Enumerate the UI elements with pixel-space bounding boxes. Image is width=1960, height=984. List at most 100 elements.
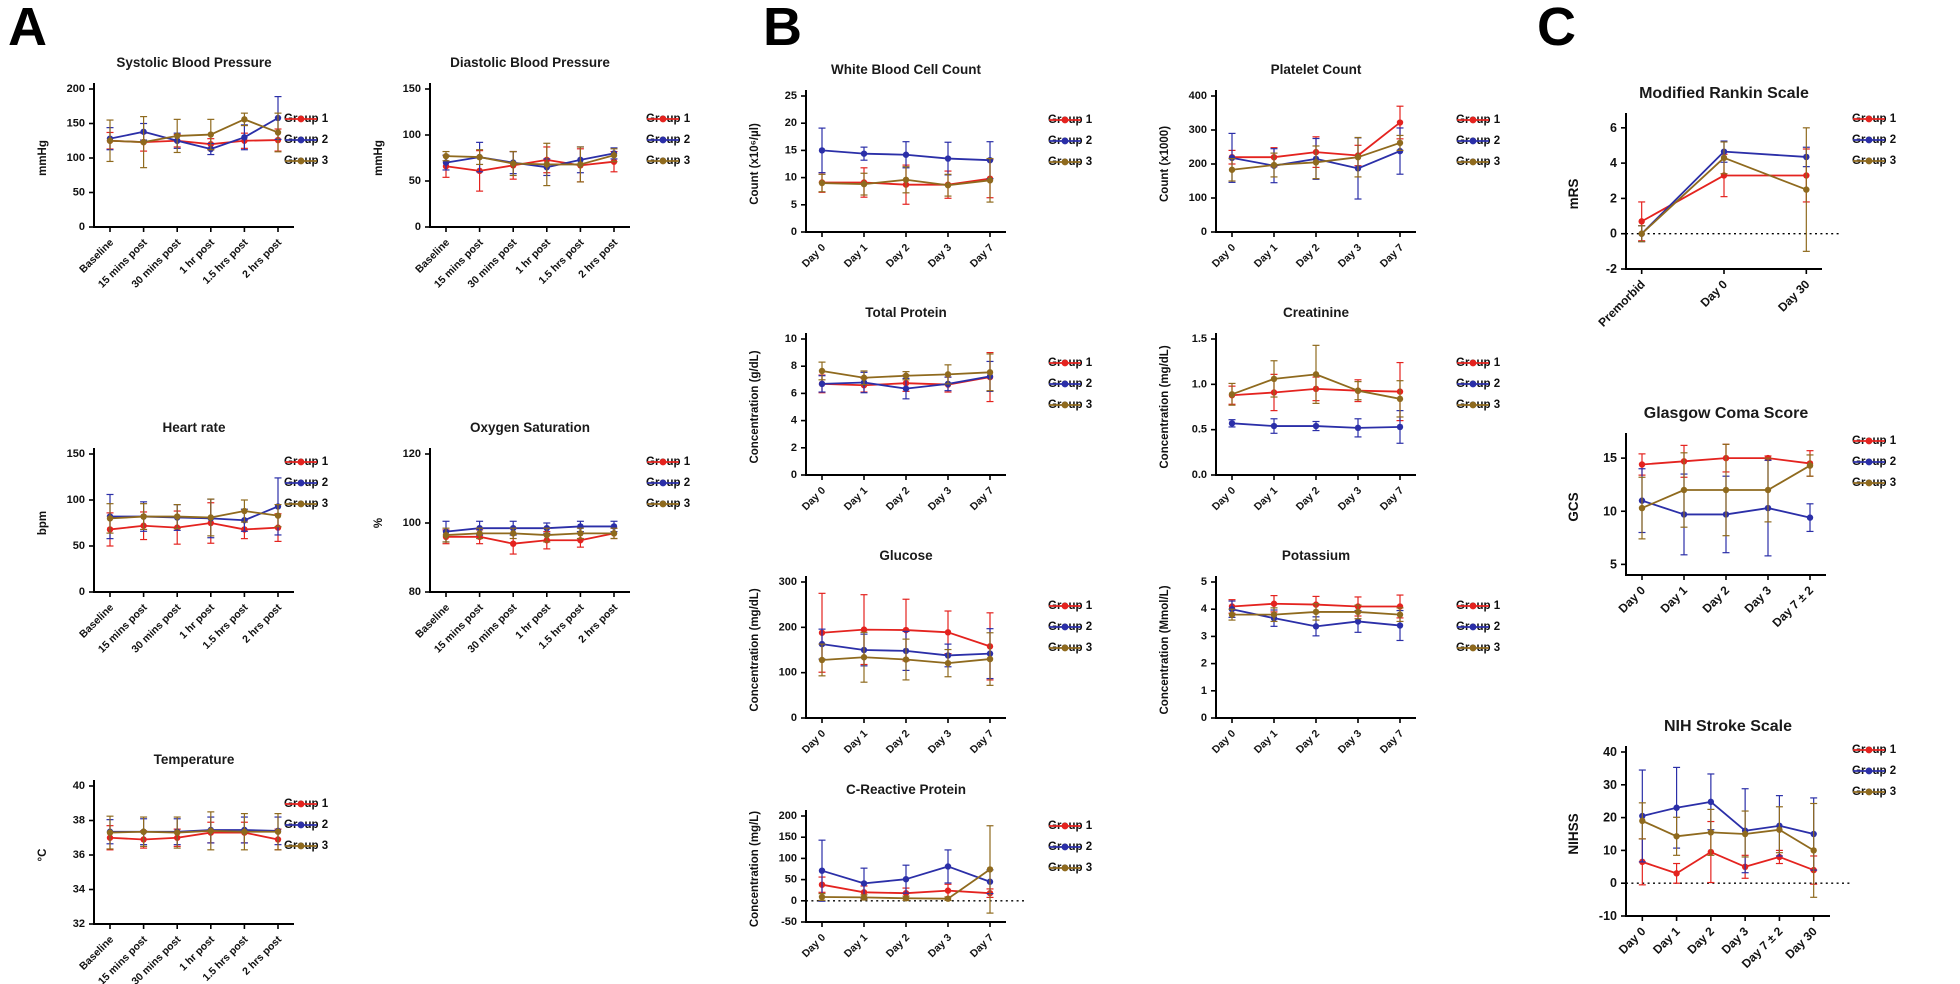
- chart-plot: 0 100 200 300 400 Count (x1000) Day 0 Day 1 Day …: [1159, 90, 1416, 270]
- series-group-2: [106, 95, 282, 156]
- y-tick-label: 120: [403, 448, 421, 460]
- y-tick-label: 200: [1189, 158, 1207, 170]
- y-tick-label: 1.5: [1192, 333, 1207, 345]
- x-tick-label: Day 0: [1210, 242, 1238, 270]
- y-tick-label: 0: [1201, 226, 1207, 238]
- series-group-3: [106, 498, 282, 537]
- chart-plot: -50 0 50 100 150 200 Concentration (mg/L) Day 0…: [749, 810, 1026, 960]
- y-tick-label: 2: [1610, 191, 1617, 205]
- legend-marker-icon: [1049, 116, 1081, 124]
- y-tick-label: 100: [67, 152, 85, 164]
- legend-item-group-3: Group 3: [646, 498, 690, 510]
- y-tick-label: 4: [1201, 603, 1208, 615]
- x-tick-label: Day 2: [884, 242, 912, 270]
- series-group-3: [442, 142, 618, 187]
- y-tick-label: 50: [73, 540, 85, 552]
- legend-marker-icon: [1049, 644, 1081, 652]
- legend-item-group-1: Group 1: [1048, 114, 1092, 126]
- legend-marker-icon: [1457, 137, 1489, 145]
- legend-item-group-3: Group 3: [1456, 399, 1500, 411]
- legend-marker-icon: [1853, 437, 1885, 445]
- y-axis-label: Count (x1000): [1159, 126, 1171, 202]
- x-tick-label: Day 0: [800, 932, 828, 960]
- legend-marker-icon: [285, 500, 317, 508]
- series-group-2: [1228, 410, 1404, 444]
- series-group-1: [106, 128, 282, 152]
- series-group-3: [818, 825, 994, 914]
- y-tick-label: 25: [785, 90, 797, 102]
- legend-marker-icon: [1853, 136, 1885, 144]
- legend-marker-icon: [1853, 157, 1885, 165]
- legend-marker-icon: [1049, 137, 1081, 145]
- legend-item-group-2: Group 2: [1048, 841, 1092, 853]
- legend-item-group-3: Group 3: [1048, 642, 1092, 654]
- x-tick-label: Day 1: [1252, 242, 1280, 270]
- legend-item-group-3: Group 3: [1852, 477, 1896, 489]
- x-tick-label: Day 30: [1775, 277, 1812, 314]
- y-tick-label: 100: [779, 852, 797, 864]
- legend-item-group-3: Group 3: [1048, 156, 1092, 168]
- x-tick-label: Day 0: [800, 485, 828, 513]
- y-axis-label: Concentration (Mmol/L): [1159, 585, 1171, 714]
- y-tick-label: 100: [1189, 192, 1207, 204]
- y-tick-label: 4: [791, 415, 798, 427]
- x-tick-label: Day 1: [1252, 485, 1280, 513]
- series-group-1: [106, 821, 282, 851]
- x-tick-label: Day 2: [1294, 242, 1322, 270]
- y-axis-label: Count (x10⁶/µl): [749, 123, 761, 205]
- y-axis-label: °C: [37, 849, 49, 862]
- legend-item-group-2: Group 2: [1456, 378, 1500, 390]
- y-tick-label: 1: [1201, 685, 1207, 697]
- chart-title: Platelet Count: [1270, 62, 1362, 77]
- y-tick-label: 50: [785, 874, 797, 886]
- y-tick-label: 0: [1201, 712, 1207, 724]
- legend-item-group-3: Group 3: [1852, 155, 1896, 167]
- legend-item-group-3: Group 3: [1456, 642, 1500, 654]
- chart-title: Glasgow Coma Score: [1643, 405, 1809, 422]
- y-tick-label: 5: [1610, 557, 1617, 571]
- legend-item-group-1: Group 1: [1852, 113, 1896, 125]
- y-tick-label: -2: [1606, 262, 1617, 276]
- legend-marker-icon: [1049, 843, 1081, 851]
- legend-item-group-2: Group 2: [1048, 378, 1092, 390]
- y-tick-label: 30: [1603, 778, 1617, 792]
- x-tick-label: Day 1: [842, 728, 870, 756]
- y-axis-label: Concentration (g/dL): [749, 350, 761, 463]
- x-tick-label: Day 3: [926, 728, 954, 756]
- series-group-3: [818, 631, 994, 686]
- legend-marker-icon: [1853, 479, 1885, 487]
- y-tick-label: 0: [1610, 876, 1617, 890]
- legend-item-group-1: Group 1: [1048, 357, 1092, 369]
- y-tick-label: 38: [73, 815, 85, 827]
- chart-legend: Group 1 Group 2 Group 3: [1048, 600, 1092, 663]
- series-group-3: [818, 353, 994, 392]
- legend-marker-icon: [1049, 822, 1081, 830]
- y-axis-label: Concentration (mg/dL): [749, 588, 761, 711]
- chart-legend: Group 1 Group 2 Group 3: [646, 456, 690, 519]
- x-tick-label: Day 1: [842, 485, 870, 513]
- legend-item-group-1: Group 1: [1852, 744, 1896, 756]
- legend-marker-icon: [647, 115, 679, 123]
- y-tick-label: 32: [73, 918, 85, 930]
- y-axis-label: GCS: [1566, 492, 1581, 521]
- legend-marker-icon: [647, 458, 679, 466]
- legend-marker-icon: [647, 136, 679, 144]
- chart-plot: 0.0 0.5 1.0 1.5 Concentration (mg/dL) Day 0 Da…: [1159, 333, 1416, 513]
- y-tick-label: 34: [73, 884, 86, 896]
- y-tick-label: 200: [67, 83, 85, 95]
- series-group-3: [1638, 802, 1818, 898]
- legend-item-group-2: Group 2: [284, 134, 328, 146]
- chart-title: C-Reactive Protein: [845, 782, 967, 797]
- legend-marker-icon: [1457, 380, 1489, 388]
- series-group-1: [442, 527, 618, 555]
- x-tick-label: Day 1: [1650, 924, 1683, 957]
- legend-item-group-1: Group 1: [1456, 600, 1500, 612]
- y-tick-label: 6: [1610, 121, 1617, 135]
- series-group-3: [1638, 443, 1814, 540]
- series-group-3: [1228, 603, 1404, 623]
- y-tick-label: 100: [67, 494, 85, 506]
- x-tick-label: Day 2: [1684, 924, 1717, 957]
- legend-item-group-1: Group 1: [284, 113, 328, 125]
